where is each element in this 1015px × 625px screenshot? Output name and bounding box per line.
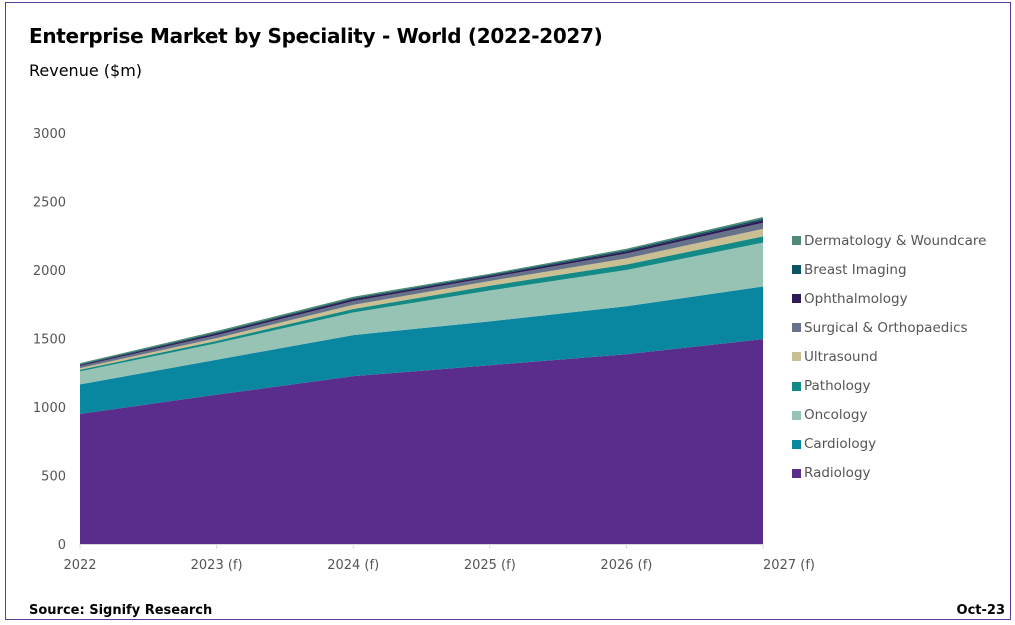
legend-swatch [792,294,801,304]
chart-subtitle: Revenue ($m) [29,61,143,80]
x-tick-label: 2026 (f) [600,558,652,573]
legend-item: Ophthalmology [792,284,986,313]
legend-label: Surgical & Orthopaedics [804,319,968,336]
legend: Dermatology & Woundcare Breast Imaging Oph… [792,226,986,488]
legend-label: Ophthalmology [804,290,908,307]
legend-label: Oncology [804,407,868,424]
legend-item: Radiology [792,459,986,488]
x-tick-label: 2023 (f) [191,558,243,573]
legend-label: Pathology [804,378,871,395]
date-note: Oct-23 [956,603,1005,618]
x-axis: 2022 2023 (f) 2024 (f) 2025 (f) 2026 (f) 2027… [63,544,815,573]
x-tick-label: 2027 (f) [763,558,815,573]
y-tick-label: 2000 [33,264,66,279]
area-pathology [80,236,763,372]
source-note: Source: Signify Research [29,603,213,618]
y-tick-label: 500 [41,470,66,485]
legend-item: Cardiology [792,430,986,459]
y-tick-label: 1500 [33,333,66,348]
legend-item: Ultrasound [792,342,986,371]
legend-swatch [792,236,801,246]
legend-item: Dermatology & Woundcare [792,226,986,255]
legend-item: Pathology [792,371,986,400]
legend-label: Breast Imaging [804,261,907,278]
x-tick-label: 2022 [63,558,96,573]
area-radiology [80,339,763,544]
chart-title: Enterprise Market by Speciality - World … [29,24,603,48]
legend-swatch [792,323,801,333]
area-ultrasound [80,228,763,370]
legend-item: Breast Imaging [792,255,986,284]
y-tick-label: 0 [58,538,66,553]
legend-swatch [792,265,801,275]
area-layers [80,216,763,544]
legend-label: Radiology [804,465,871,482]
legend-swatch [792,439,801,449]
area-cardiology [80,286,763,414]
legend-swatch [792,410,801,420]
y-tick-label: 2500 [33,196,66,211]
y-tick-label: 3000 [33,127,66,142]
legend-item: Oncology [792,401,986,430]
x-tick-label: 2024 (f) [327,558,379,573]
legend-label: Dermatology & Woundcare [804,232,987,249]
legend-label: Cardiology [804,436,877,453]
legend-swatch [792,352,801,362]
legend-swatch [792,381,801,391]
y-axis: 0 500 1000 1500 2000 2500 3000 [33,127,66,553]
y-tick-label: 1000 [33,401,66,416]
legend-item: Surgical & Orthopaedics [792,313,986,342]
legend-label: Ultrasound [804,348,878,365]
x-tick-label: 2025 (f) [464,558,516,573]
legend-swatch [792,468,801,478]
area-oncology [80,242,763,385]
